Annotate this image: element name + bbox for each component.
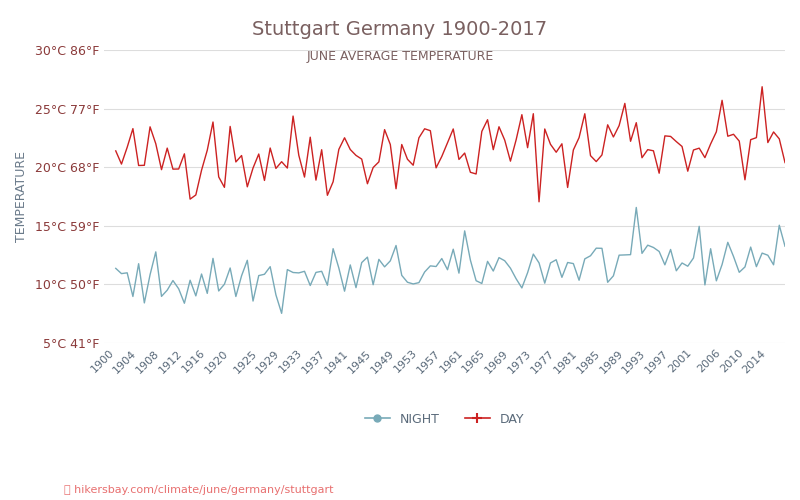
Text: JUNE AVERAGE TEMPERATURE: JUNE AVERAGE TEMPERATURE bbox=[306, 50, 494, 63]
Legend: NIGHT, DAY: NIGHT, DAY bbox=[360, 408, 530, 430]
Text: Stuttgart Germany 1900-2017: Stuttgart Germany 1900-2017 bbox=[253, 20, 547, 39]
Y-axis label: TEMPERATURE: TEMPERATURE bbox=[15, 151, 28, 242]
Text: 🔴 hikersbay.com/climate/june/germany/stuttgart: 🔴 hikersbay.com/climate/june/germany/stu… bbox=[64, 485, 334, 495]
